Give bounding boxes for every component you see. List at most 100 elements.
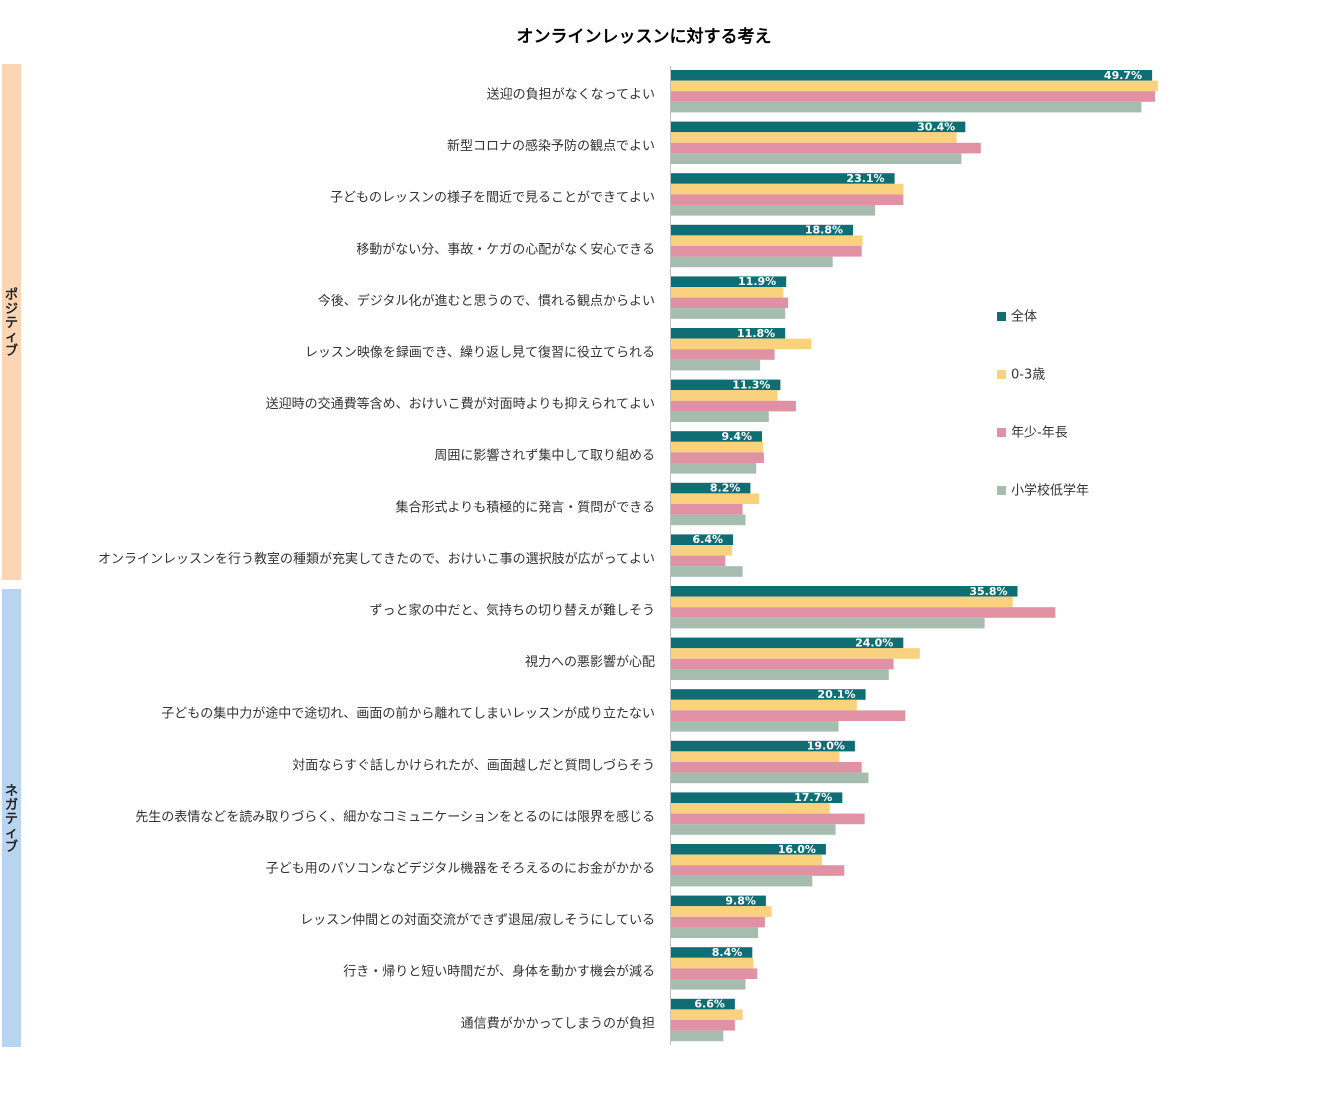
bar-小学校低学年 — [671, 979, 746, 990]
bar-年少-年長 — [671, 710, 906, 721]
bar-年少-年長 — [671, 194, 904, 205]
bar-小学校低学年 — [671, 824, 836, 835]
value-label: 30.4% — [917, 120, 955, 133]
bar-年少-年長 — [671, 1020, 735, 1031]
value-label: 11.8% — [737, 327, 775, 340]
bar-全体 — [671, 431, 762, 442]
legend-swatch — [997, 486, 1006, 495]
bar-0-3歳 — [671, 648, 920, 659]
bar-小学校低学年 — [671, 308, 786, 319]
bar-年少-年長 — [671, 504, 743, 515]
category-label: 周囲に影響されず集中して取り組める — [434, 448, 655, 464]
bar-全体 — [671, 947, 753, 958]
category-label: 子どもの集中力が途中で途切れ、画面の前から離れてしまいレッスンが成り立たない — [161, 706, 655, 722]
bar-小学校低学年 — [671, 411, 769, 422]
value-label: 8.4% — [712, 946, 743, 959]
bar-小学校低学年 — [671, 617, 985, 629]
bar-全体 — [671, 792, 843, 803]
value-label: 11.3% — [732, 378, 770, 391]
bar-小学校低学年 — [671, 566, 743, 577]
bar-0-3歳 — [671, 751, 840, 762]
bar-0-3歳 — [671, 803, 830, 814]
bar-年少-年長 — [671, 297, 789, 309]
value-label: 17.7% — [794, 791, 832, 804]
value-label: 23.1% — [846, 172, 884, 185]
bar-小学校低学年 — [671, 875, 813, 887]
bar-年少-年長 — [671, 968, 758, 979]
bar-年少-年長 — [671, 91, 1155, 102]
bar-0-3歳 — [671, 596, 1013, 608]
value-label: 24.0% — [855, 636, 893, 649]
value-label: 11.9% — [738, 275, 776, 288]
bar-小学校低学年 — [671, 514, 746, 526]
category-label: 子ども用のパソコンなどデジタル機器をそろえるのにお金がかかる — [266, 861, 655, 877]
bar-全体 — [671, 276, 787, 287]
bar-全体 — [671, 121, 966, 133]
group-label-positive: ポジティブ — [5, 287, 18, 359]
value-label: 49.7% — [1104, 69, 1142, 82]
bar-年少-年長 — [671, 246, 862, 257]
bar-年少-年長 — [671, 400, 796, 412]
bar-年少-年長 — [671, 762, 862, 773]
bar-全体 — [671, 379, 781, 391]
bar-小学校低学年 — [671, 721, 839, 732]
bar-0-3歳 — [671, 287, 784, 298]
value-label: 9.4% — [721, 430, 752, 443]
bar-0-3歳 — [671, 493, 760, 504]
bar-全体 — [671, 844, 826, 855]
bar-全体 — [671, 224, 853, 236]
bar-小学校低学年 — [671, 772, 869, 784]
value-label: 9.8% — [725, 894, 756, 907]
bar-年少-年長 — [671, 658, 894, 670]
bar-年少-年長 — [671, 555, 726, 567]
bar-小学校低学年 — [671, 463, 757, 474]
category-label: 視力への悪影響が心配 — [525, 654, 655, 670]
bar-年少-年長 — [671, 916, 765, 928]
bar-小学校低学年 — [671, 256, 833, 268]
value-label: 19.0% — [807, 740, 845, 753]
category-label: 子どものレッスンの様子を間近で見ることができてよい — [330, 191, 655, 206]
group-label-negative: ネガティブ — [5, 784, 18, 855]
legend-swatch — [997, 370, 1006, 379]
bar-小学校低学年 — [671, 669, 889, 680]
chart-title: オンラインレッスンに対する考え — [517, 26, 772, 47]
bar-全体 — [671, 740, 855, 752]
bar-全体 — [671, 998, 735, 1010]
bar-0-3歳 — [671, 132, 957, 143]
category-label: 集合形式よりも積極的に発言・質問ができる — [396, 499, 655, 515]
value-label: 6.4% — [692, 533, 723, 546]
bar-0-3歳 — [671, 699, 857, 711]
bar-小学校低学年 — [671, 101, 1142, 113]
category-label: 送迎の負担がなくなってよい — [487, 88, 655, 103]
category-label: 今後、デジタル化が進むと思うので、慣れる観点からよい — [318, 293, 655, 309]
value-label: 18.8% — [805, 224, 843, 237]
bar-年少-年長 — [671, 865, 845, 876]
category-label: 行き・帰りと短い時間だが、身体を動かす機会が減る — [343, 964, 655, 980]
bar-小学校低学年 — [671, 153, 962, 164]
category-label: 対面ならすぐ話しかけられたが、画面越しだと質問しづらそう — [292, 757, 655, 773]
bar-小学校低学年 — [671, 205, 876, 216]
bar-全体 — [671, 70, 1153, 81]
category-label: レッスン仲間との対面交流ができず退屈/寂しそうにしている — [300, 912, 655, 928]
bar-全体 — [671, 689, 866, 700]
bar-小学校低学年 — [671, 1030, 724, 1042]
value-label: 6.6% — [694, 998, 725, 1011]
bar-0-3歳 — [671, 80, 1158, 92]
legend-label: 年少-年長 — [1011, 426, 1068, 441]
bar-0-3歳 — [671, 906, 772, 917]
value-label: 35.8% — [969, 585, 1007, 598]
bar-年少-年長 — [671, 813, 865, 825]
bars — [671, 70, 1158, 1042]
bar-年少-年長 — [671, 349, 775, 360]
bar-小学校低学年 — [671, 927, 759, 938]
value-labels: 49.7% 30.4% 23.1% 18.8% 11.9% 11.8% 11.3% 9.4% 8… — [692, 69, 1142, 1011]
legend-label: 全体 — [1011, 309, 1037, 325]
legend-label: 小学校低学年 — [1011, 483, 1089, 499]
category-label: 新型コロナの感染予防の観点でよい — [447, 138, 655, 154]
bar-0-3歳 — [671, 338, 812, 350]
legend-swatch — [997, 428, 1006, 437]
value-label: 16.0% — [778, 843, 816, 856]
value-label: 20.1% — [817, 688, 855, 701]
